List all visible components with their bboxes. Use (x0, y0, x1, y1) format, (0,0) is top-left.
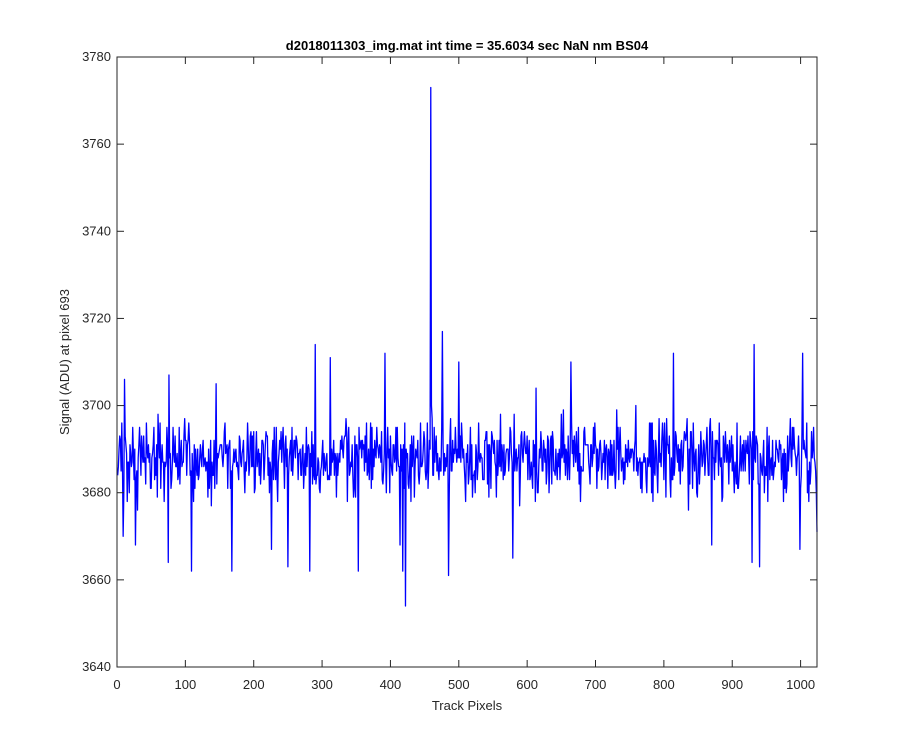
axes-box (116, 56, 818, 668)
x-tick-label: 800 (653, 677, 675, 692)
x-tick-label: 1000 (786, 677, 815, 692)
y-tick-label: 3740 (82, 223, 111, 238)
x-axis-label: Track Pixels (432, 698, 503, 713)
axes-layer: 0 100 200 300 400 500 600 700 800 900 1000 3640 3660… (82, 49, 818, 692)
y-tick-label: 3780 (82, 49, 111, 64)
x-tick-label: 500 (448, 677, 470, 692)
y-tick-label: 3640 (82, 659, 111, 674)
y-tick-label: 3700 (82, 398, 111, 413)
x-tick-label: 700 (585, 677, 607, 692)
series-line (117, 86, 818, 607)
x-tick-label: 400 (380, 677, 402, 692)
x-tick-label: 0 (113, 677, 120, 692)
y-axis-label: Signal (ADU) at pixel 693 (57, 289, 72, 435)
x-tick-label: 100 (175, 677, 197, 692)
chart-title: d2018011303_img.mat int time = 35.6034 s… (286, 38, 649, 53)
y-tick-label: 3720 (82, 310, 111, 325)
x-tick-label: 200 (243, 677, 265, 692)
x-tick-label: 300 (311, 677, 333, 692)
series-layer (117, 86, 818, 607)
x-tick-label: 900 (721, 677, 743, 692)
y-tick-label: 3760 (82, 136, 111, 151)
plot-area (117, 57, 817, 667)
y-tick-label: 3660 (82, 572, 111, 587)
x-tick-label: 600 (516, 677, 538, 692)
y-tick-label: 3680 (82, 485, 111, 500)
